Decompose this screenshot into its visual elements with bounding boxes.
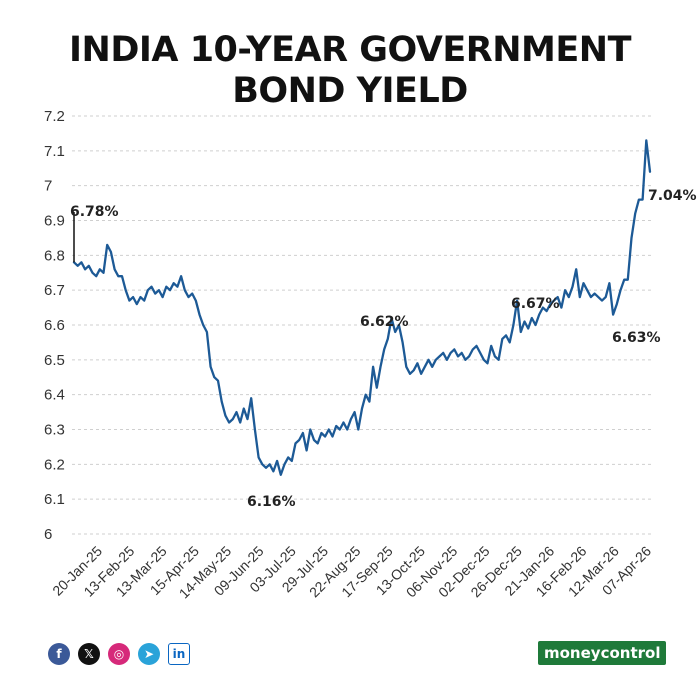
y-tick-label: 6.2 <box>44 456 65 473</box>
y-tick-label: 7 <box>44 178 52 195</box>
data-label: 6.63% <box>612 330 661 346</box>
y-tick-label: 6.9 <box>44 213 65 230</box>
telegram-icon[interactable]: ➤ <box>138 643 160 665</box>
y-tick-label: 6.8 <box>44 247 65 264</box>
data-label: 7.04% <box>648 188 697 204</box>
y-tick-label: 6.3 <box>44 422 65 439</box>
x-icon[interactable]: 𝕏 <box>78 643 100 665</box>
y-tick-label: 6.4 <box>44 387 65 404</box>
data-label: 6.16% <box>247 494 296 510</box>
social-links: f 𝕏 ◎ ➤ in <box>48 643 190 665</box>
data-label: 6.78% <box>70 204 119 220</box>
linkedin-icon[interactable]: in <box>168 643 190 665</box>
data-label: 6.67% <box>511 296 560 312</box>
chart-title: INDIA 10-YEAR GOVERNMENT BOND YIELD <box>0 30 700 112</box>
chart-title-line1: INDIA 10-YEAR GOVERNMENT <box>69 30 631 70</box>
instagram-icon[interactable]: ◎ <box>108 643 130 665</box>
y-tick-label: 6.1 <box>44 491 65 508</box>
facebook-icon[interactable]: f <box>48 643 70 665</box>
y-tick-label: 6.7 <box>44 282 65 299</box>
yield-line <box>72 139 652 476</box>
chart-title-line2: BOND YIELD <box>232 71 468 111</box>
y-tick-label: 6.5 <box>44 352 65 369</box>
y-tick-label: 6.6 <box>44 317 65 334</box>
y-tick-label: 6 <box>44 526 52 543</box>
y-tick-label: 7.2 <box>44 108 65 125</box>
y-tick-label: 7.1 <box>44 143 65 160</box>
data-label: 6.62% <box>360 314 409 330</box>
moneycontrol-logo: moneycontrol <box>538 641 667 665</box>
